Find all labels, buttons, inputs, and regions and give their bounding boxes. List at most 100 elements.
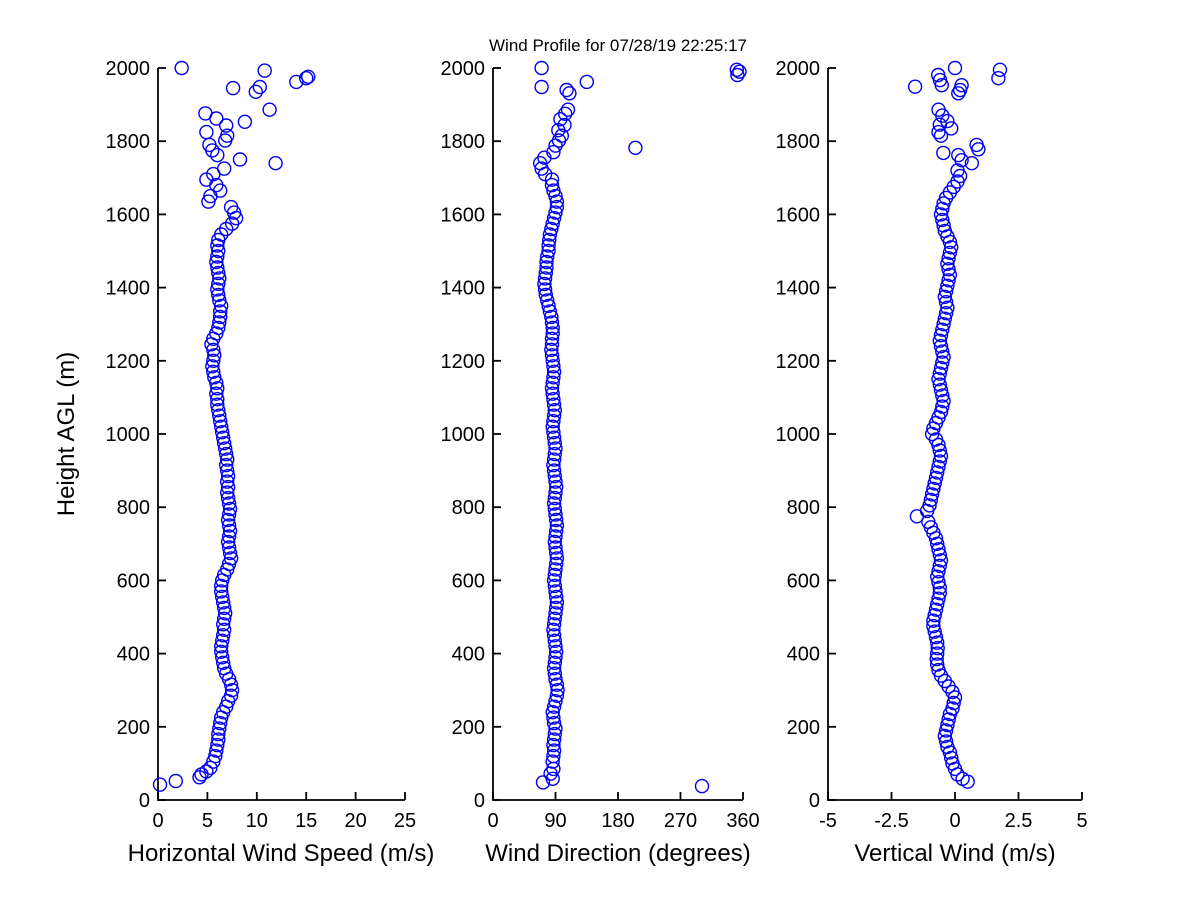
- data-point-marker: [546, 463, 562, 478]
- data-point-marker: [547, 633, 562, 648]
- data-point-marker: [938, 306, 954, 321]
- data-point-marker: [545, 320, 560, 336]
- data-point-marker: [223, 551, 239, 566]
- y-axis-label: Height AGL (m): [53, 352, 80, 517]
- data-point-marker: [544, 381, 560, 396]
- data-point-marker: [546, 425, 561, 440]
- data-point-marker: [547, 446, 562, 462]
- data-point-marker: [694, 778, 710, 794]
- data-point-marker: [546, 710, 561, 725]
- x-tick-label: 5: [202, 810, 213, 832]
- data-point-marker: [548, 441, 563, 456]
- data-point-marker: [969, 137, 984, 153]
- data-point-marker: [212, 721, 227, 736]
- data-point-marker: [548, 562, 563, 577]
- data-point-marker: [547, 567, 562, 583]
- data-point-marker: [931, 67, 946, 83]
- data-point-marker: [540, 249, 555, 264]
- data-point-marker: [232, 152, 248, 167]
- data-point-marker: [216, 611, 232, 626]
- data-point-marker: [205, 359, 220, 374]
- data-point-marker: [218, 457, 234, 473]
- data-point-marker: [541, 298, 556, 314]
- data-point-marker: [935, 388, 950, 403]
- data-point-marker: [955, 771, 970, 786]
- data-point-marker: [540, 293, 555, 308]
- data-point-marker: [549, 199, 565, 215]
- y-tick-label: 600: [117, 570, 150, 592]
- data-point-marker: [933, 448, 949, 464]
- data-point-marker: [938, 723, 954, 738]
- y-tick-label: 1600: [106, 204, 151, 226]
- data-point-marker: [210, 397, 225, 412]
- panel-horizontal-wind-speed: 0 5 10 15 20 25 0 200 400 600 800 1000 1200 1400 1600 1…: [106, 58, 435, 867]
- x-axis-label: Wind Direction (degrees): [485, 840, 750, 867]
- data-point-marker: [212, 414, 228, 429]
- data-point-marker: [210, 282, 225, 297]
- data-point-marker: [547, 578, 562, 594]
- data-point-marker: [214, 633, 230, 648]
- data-point-marker: [541, 243, 556, 259]
- data-point-marker: [546, 430, 562, 445]
- data-point-marker: [212, 715, 228, 731]
- data-point-marker: [935, 399, 950, 414]
- data-point-marker: [560, 102, 576, 117]
- data-point-marker: [930, 657, 945, 672]
- data-point-marker: [546, 617, 562, 632]
- data-point-marker: [210, 392, 225, 407]
- data-point-marker: [222, 523, 238, 539]
- data-point-marker: [208, 748, 223, 764]
- y-tick-label: 2000: [776, 58, 821, 80]
- data-point-marker: [546, 397, 562, 412]
- data-point-marker: [214, 650, 230, 665]
- data-point-marker: [579, 74, 594, 90]
- y-tick-label: 400: [117, 644, 150, 666]
- data-point-marker: [215, 430, 231, 445]
- data-point-marker: [928, 602, 944, 617]
- data-point-marker: [225, 80, 241, 96]
- data-point-marker: [545, 216, 560, 231]
- data-point-marker: [301, 69, 316, 85]
- data-point-marker: [548, 205, 563, 220]
- y-tick-label: 1200: [106, 351, 151, 373]
- data-point-marker: [209, 254, 224, 270]
- data-point-marker: [547, 436, 562, 451]
- data-point-marker: [224, 683, 240, 698]
- y-tick-label: 1000: [106, 424, 151, 446]
- data-point-marker: [210, 737, 225, 753]
- data-point-marker: [936, 393, 951, 409]
- y-tick-label: 1000: [441, 424, 486, 446]
- y-tick-label: 1800: [106, 131, 151, 153]
- x-tick-label: 0: [487, 810, 498, 832]
- data-point-marker: [549, 551, 565, 566]
- data-point-marker: [940, 256, 955, 271]
- data-point-marker: [545, 375, 560, 390]
- data-point-marker: [927, 476, 942, 491]
- data-point-marker: [546, 408, 562, 423]
- data-point-marker: [221, 529, 237, 544]
- data-point-marker: [299, 70, 314, 86]
- data-point-marker: [937, 289, 952, 304]
- y-tick-label: 0: [474, 790, 485, 812]
- data-point-marker: [941, 251, 956, 266]
- data-point-marker: [927, 624, 942, 639]
- panel-vertical-wind: -5 -2.5 0 2.5 5 0 200 400 600 800 1000 1200 1400 1600…: [776, 58, 1088, 867]
- x-tick-label: 20: [344, 810, 366, 832]
- data-point-marker: [932, 547, 947, 562]
- data-point-marker: [942, 267, 958, 282]
- data-point-marker: [932, 366, 947, 381]
- data-point-marker: [941, 273, 956, 288]
- data-point-marker: [937, 223, 952, 239]
- data-point-marker: [931, 591, 946, 606]
- data-point-marker: [549, 589, 564, 605]
- x-tick-label: 270: [664, 810, 697, 832]
- data-point-marker: [546, 359, 561, 374]
- data-point-marker: [221, 496, 237, 511]
- data-point-marker: [549, 644, 564, 659]
- data-point-marker: [545, 386, 560, 401]
- data-point-marker: [933, 207, 949, 222]
- data-point-marker: [219, 474, 235, 489]
- data-point-marker: [199, 124, 214, 140]
- data-point-marker: [547, 666, 562, 681]
